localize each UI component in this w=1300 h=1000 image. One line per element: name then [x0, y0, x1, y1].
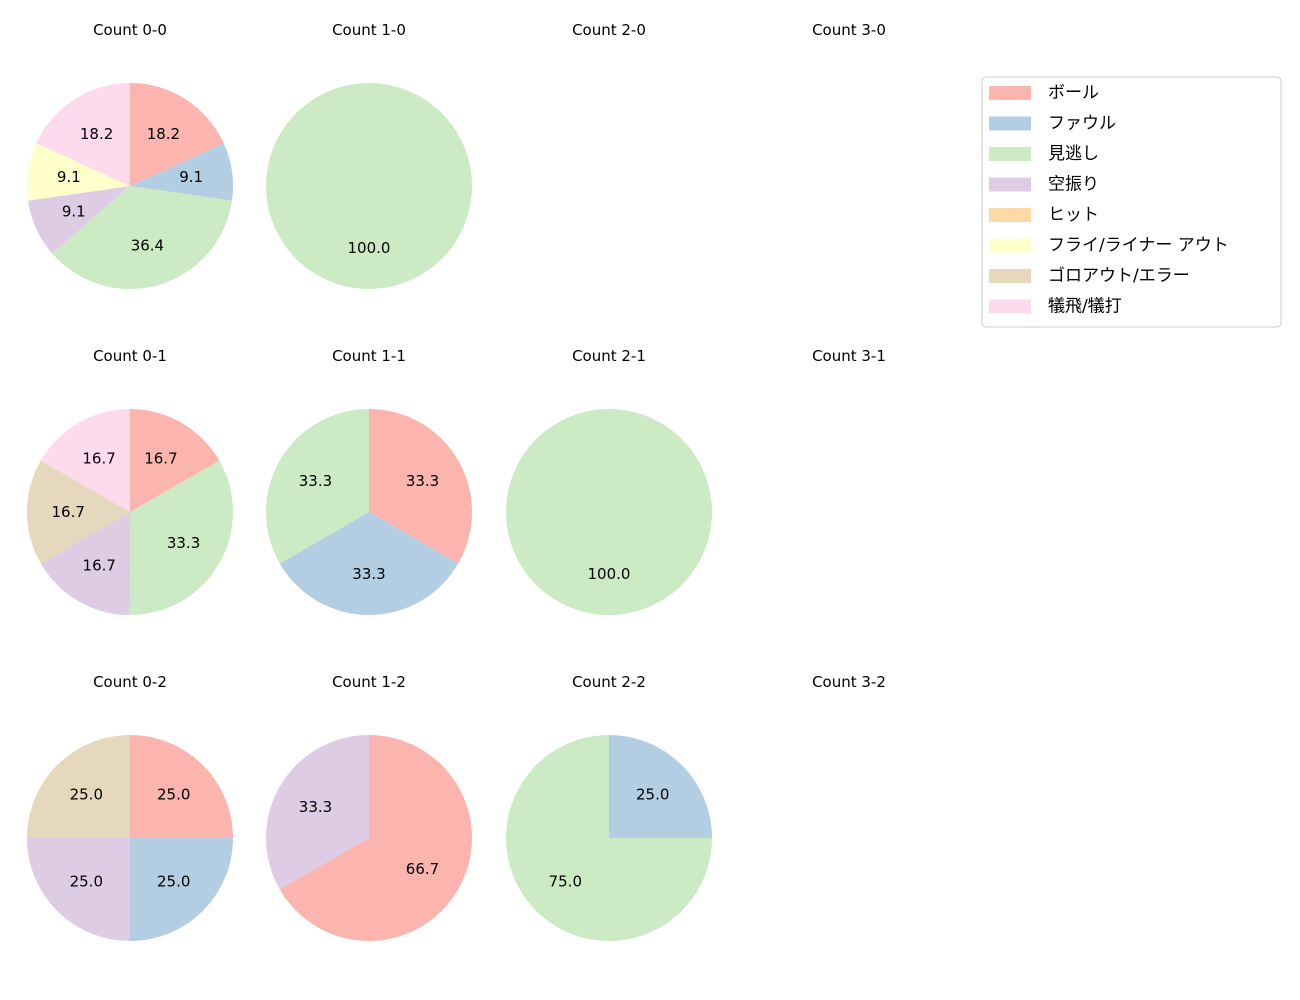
legend-box [981, 76, 1282, 328]
pie-slice [52, 186, 232, 289]
slice-label: 18.2 [80, 125, 113, 143]
slice-label: 33.3 [406, 472, 439, 490]
slice-label: 9.1 [57, 168, 81, 186]
slice-label: 33.3 [167, 534, 200, 552]
pie-title: Count 3-2 [812, 673, 886, 691]
legend-label: 見逃し [1048, 144, 1099, 164]
legend-swatch [989, 269, 1031, 283]
pie-slice [26, 460, 130, 564]
pie-slice [506, 735, 712, 941]
pie-slice [36, 83, 130, 186]
slice-label: 25.0 [70, 873, 103, 891]
pie-slice [130, 143, 234, 201]
slice-label: 25.0 [157, 785, 190, 803]
pie-slice [130, 838, 233, 941]
slice-label: 18.2 [147, 125, 180, 143]
slice-label: 16.7 [83, 557, 116, 575]
slice-label: 16.7 [82, 449, 115, 467]
pie-slice [279, 735, 472, 941]
legend-swatch [989, 177, 1031, 192]
legend-label: 空振り [1048, 175, 1099, 195]
slice-label: 9.1 [179, 168, 203, 186]
slice-label: 33.3 [352, 565, 385, 583]
pie-slice [130, 735, 233, 838]
slice-label: 16.7 [51, 503, 84, 521]
legend-swatch [989, 86, 1031, 100]
legend-label: ファウル [1048, 114, 1116, 134]
pie-slice [266, 735, 369, 890]
pie-title: Count 0-1 [93, 347, 167, 365]
pie-title: Count 2-0 [572, 21, 646, 39]
legend-label: 犠飛/犠打 [1048, 297, 1122, 317]
slice-label: 25.0 [157, 873, 190, 891]
pie-slice [130, 460, 233, 615]
legend-label: ボール [1048, 83, 1099, 103]
pie-slice [40, 409, 130, 512]
pie-slice [40, 512, 131, 615]
pie-slice [28, 186, 130, 254]
legend-label: ヒット [1048, 205, 1099, 225]
slice-label: 75.0 [549, 873, 582, 891]
pie-slice [27, 143, 131, 201]
pie-slice [266, 409, 369, 564]
slice-label: 66.7 [406, 860, 439, 878]
pie-slice [27, 735, 130, 838]
pie-title: Count 3-1 [812, 347, 886, 365]
pie-slice [130, 83, 224, 186]
legend-swatch [989, 299, 1031, 314]
pie-title: Count 0-2 [93, 673, 167, 691]
pie-slice [130, 409, 220, 512]
legend-label: ゴロアウト/エラー [1048, 265, 1190, 286]
pie-slice [369, 409, 472, 564]
slice-label: 16.7 [144, 449, 177, 467]
pie-slice [266, 83, 472, 289]
slice-label: 100.0 [588, 565, 631, 583]
slice-label: 25.0 [70, 785, 103, 803]
pie-title: Count 1-0 [332, 21, 406, 39]
pie-title: Count 1-1 [332, 347, 406, 365]
pie-title: Count 0-0 [93, 21, 167, 39]
legend-swatch [989, 116, 1031, 131]
slice-label: 36.4 [131, 236, 164, 254]
slice-label: 9.1 [62, 203, 86, 221]
slice-label: 33.3 [299, 472, 332, 490]
pie-slice [506, 409, 712, 615]
pie-title: Count 2-1 [572, 347, 646, 365]
pie-slice [609, 735, 712, 838]
slice-label: 25.0 [636, 785, 669, 803]
pie-slice [27, 838, 130, 941]
slice-label: 100.0 [348, 239, 391, 257]
pie-title: Count 3-0 [812, 21, 886, 39]
legend-swatch [989, 238, 1031, 253]
legend-swatch [989, 147, 1031, 161]
legend-swatch [989, 208, 1031, 222]
legend-label: フライ/ライナー アウト [1048, 236, 1229, 256]
slice-label: 33.3 [299, 798, 332, 816]
pie-title: Count 1-2 [332, 673, 406, 691]
pie-title: Count 2-2 [572, 673, 646, 691]
